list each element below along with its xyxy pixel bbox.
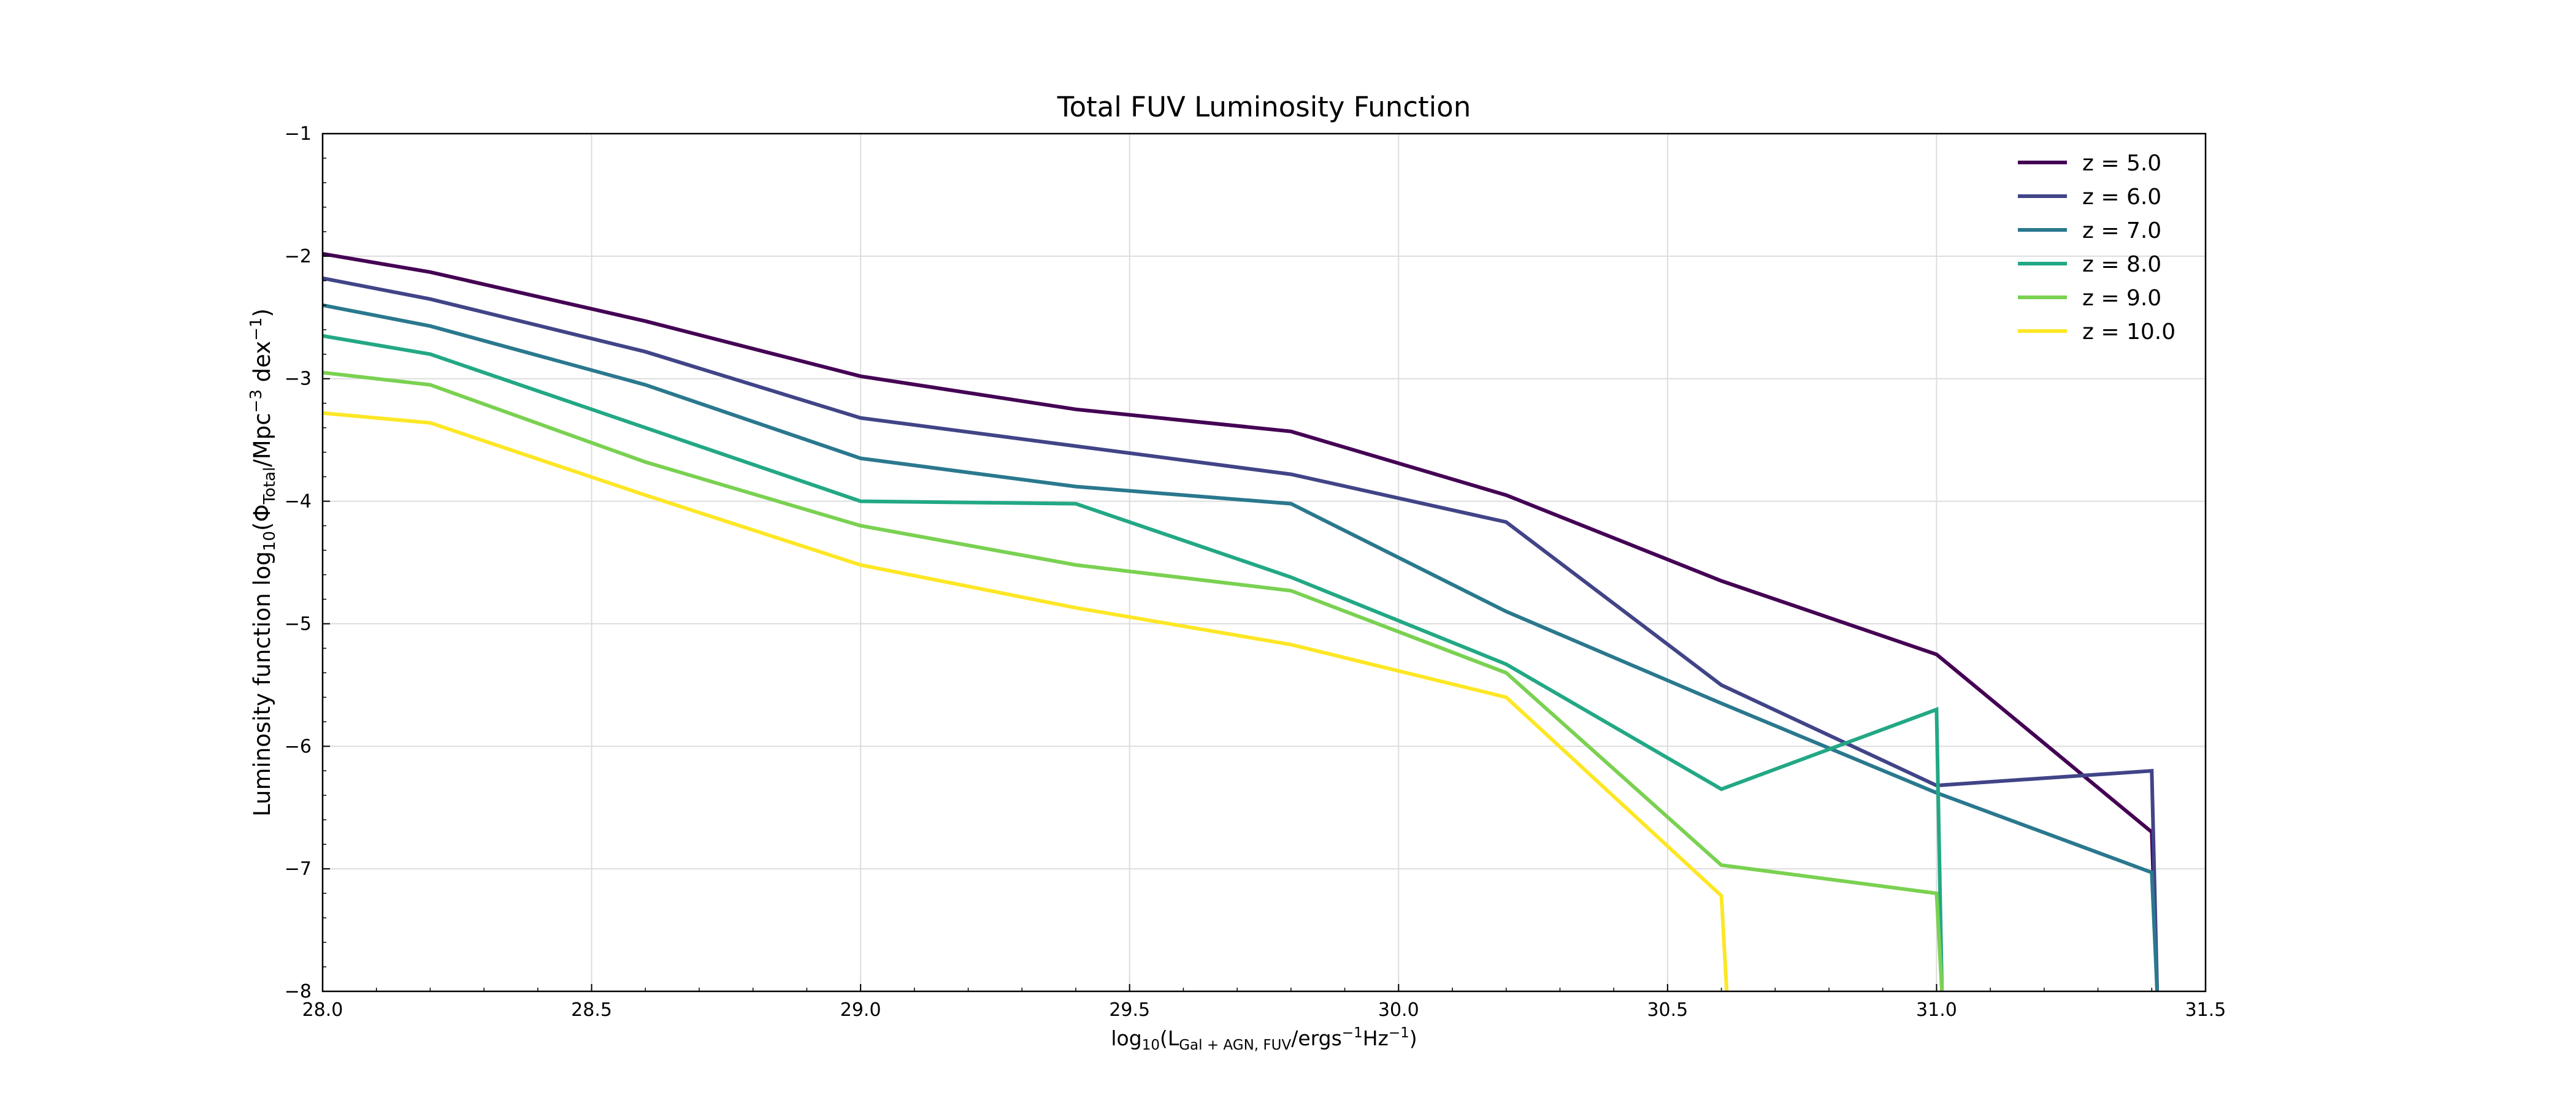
x-tick-label: 30.0 bbox=[1378, 999, 1419, 1021]
y-tick-label: −1 bbox=[285, 123, 312, 145]
y-tick-label: −5 bbox=[285, 613, 312, 635]
x-tick-label: 30.5 bbox=[1647, 999, 1688, 1021]
legend-label-0: z = 5.0 bbox=[2082, 151, 2161, 176]
legend-label-3: z = 8.0 bbox=[2082, 252, 2161, 277]
series-line-0 bbox=[322, 251, 2160, 992]
legend-label-5: z = 10.0 bbox=[2082, 319, 2175, 345]
legend-label-2: z = 7.0 bbox=[2082, 218, 2161, 243]
chart-title: Total FUV Luminosity Function bbox=[1057, 91, 1471, 123]
legend: z = 5.0 z = 6.0 z = 7.0 z = 8.0 z = 9.0 z = 1… bbox=[2018, 151, 2175, 345]
x-tick-label: 31.0 bbox=[1916, 999, 1957, 1021]
series-line-1 bbox=[322, 276, 2160, 992]
y-tick-label: −7 bbox=[285, 858, 312, 880]
x-axis-label: log10(LGal + AGN, FUV/ergs−1Hz−1) bbox=[1111, 1025, 1417, 1053]
y-tick-label: −4 bbox=[285, 491, 312, 513]
x-tick-label: 31.5 bbox=[2185, 999, 2226, 1021]
series-line-5 bbox=[322, 411, 1729, 992]
y-axis-label: Luminosity function log10(ΦTotal/Mpc−3 d… bbox=[247, 308, 279, 817]
series-line-4 bbox=[322, 370, 1944, 992]
legend-label-4: z = 9.0 bbox=[2082, 286, 2161, 311]
x-tick-label: 28.5 bbox=[571, 999, 612, 1021]
plot-frame bbox=[321, 132, 2207, 993]
legend-label-1: z = 6.0 bbox=[2082, 185, 2161, 210]
y-tick-label: −3 bbox=[285, 368, 312, 390]
x-tick-label: 29.5 bbox=[1109, 999, 1150, 1021]
series-line-2 bbox=[322, 303, 2160, 992]
y-tick-label: −2 bbox=[285, 246, 312, 267]
x-tick-label: 28.0 bbox=[302, 999, 343, 1021]
axis-ticks: 28.0 28.5 29.0 29.5 30.0 30.5 31.0 31.5 −1 −2 −3 −4… bbox=[285, 123, 2226, 1021]
grid bbox=[322, 133, 2206, 992]
y-tick-label: −6 bbox=[285, 736, 312, 757]
y-tick-label: −8 bbox=[285, 981, 312, 1002]
x-tick-label: 29.0 bbox=[840, 999, 881, 1021]
series-line-3 bbox=[322, 334, 1944, 992]
series-lines bbox=[322, 251, 2160, 992]
